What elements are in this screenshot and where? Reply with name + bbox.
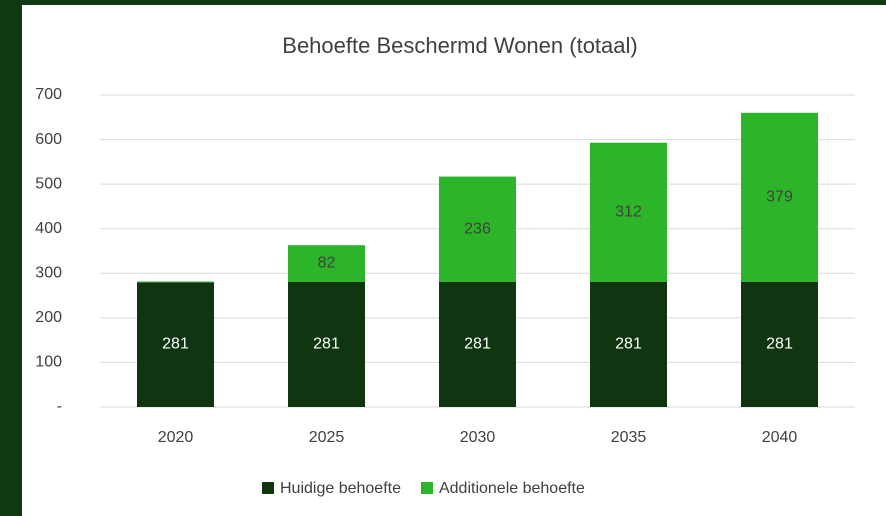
data-label: 281 [162, 336, 189, 353]
x-tick-label: 2020 [158, 429, 194, 446]
data-label: 281 [615, 336, 642, 353]
y-tick-label: 500 [35, 175, 62, 192]
y-tick-label: 400 [35, 220, 62, 237]
data-label: 281 [313, 336, 340, 353]
legend-label: Additionele behoefte [439, 480, 585, 497]
y-tick-label: 700 [35, 86, 62, 103]
bar-segment [590, 281, 667, 407]
y-tick-label: 200 [35, 309, 62, 326]
bar-segment [439, 281, 516, 407]
data-label: 236 [464, 220, 491, 237]
y-tick-label: 300 [35, 265, 62, 282]
bar-segment [137, 281, 214, 407]
bar-segment [288, 281, 365, 407]
data-label: 281 [464, 336, 491, 353]
bar-segment [741, 281, 818, 407]
data-label: 312 [615, 203, 642, 220]
bar-segment [439, 176, 516, 282]
legend-label: Huidige behoefte [280, 480, 401, 497]
chart-title: Behoefte Beschermd Wonen (totaal) [282, 33, 637, 58]
legend-swatch [420, 482, 433, 494]
legend-swatch [262, 482, 274, 494]
bar-segment [137, 281, 214, 283]
bar-segment [288, 245, 365, 282]
bar-segment [741, 112, 818, 282]
data-label: 379 [766, 189, 793, 206]
x-tick-label: 2030 [460, 429, 496, 446]
x-tick-label: 2035 [611, 429, 647, 446]
x-tick-label: 2025 [309, 429, 345, 446]
y-tick-label: 600 [35, 131, 62, 148]
y-tick-label: - [57, 398, 62, 415]
x-tick-label: 2040 [762, 429, 798, 446]
data-label: 82 [318, 255, 336, 272]
y-tick-label: 100 [35, 354, 62, 371]
bar-segment [590, 142, 667, 282]
data-label: 281 [766, 336, 793, 353]
